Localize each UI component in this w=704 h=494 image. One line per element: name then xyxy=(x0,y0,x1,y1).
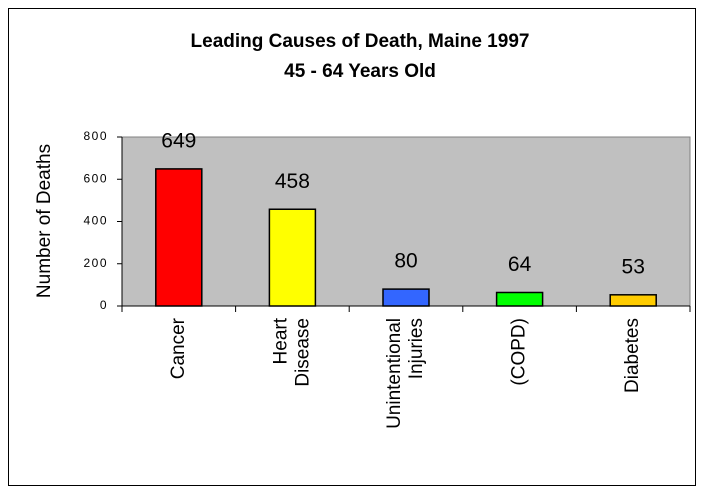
y-tick-label: 0 xyxy=(100,298,108,312)
chart-subtitle: 45 - 64 Years Old xyxy=(284,61,436,82)
data-label: 64 xyxy=(508,253,532,276)
x-tick-label: Diabetes xyxy=(622,318,643,393)
x-tick-label: UnintentionalInjuries xyxy=(384,318,427,429)
data-label: 80 xyxy=(394,250,417,273)
data-label: 649 xyxy=(161,129,196,152)
plot-area xyxy=(121,136,691,307)
x-tick-label: Cancer xyxy=(168,317,189,379)
y-axis-label: Number of Deaths xyxy=(34,144,55,298)
y-tick-label: 800 xyxy=(83,129,108,143)
data-label: 458 xyxy=(275,170,310,193)
bar xyxy=(495,291,544,307)
y-tick-label: 400 xyxy=(83,214,108,228)
bar xyxy=(609,294,657,307)
bar xyxy=(155,168,203,307)
chart-title: Leading Causes of Death, Maine 1997 xyxy=(191,31,530,52)
data-label: 53 xyxy=(622,255,645,278)
bar xyxy=(382,288,430,307)
x-tick-label: HeartDisease xyxy=(270,317,313,386)
x-tick-label: (COPD) xyxy=(509,318,530,386)
y-tick-label: 600 xyxy=(83,171,108,185)
bar xyxy=(268,208,317,307)
y-tick-label: 200 xyxy=(83,256,108,270)
